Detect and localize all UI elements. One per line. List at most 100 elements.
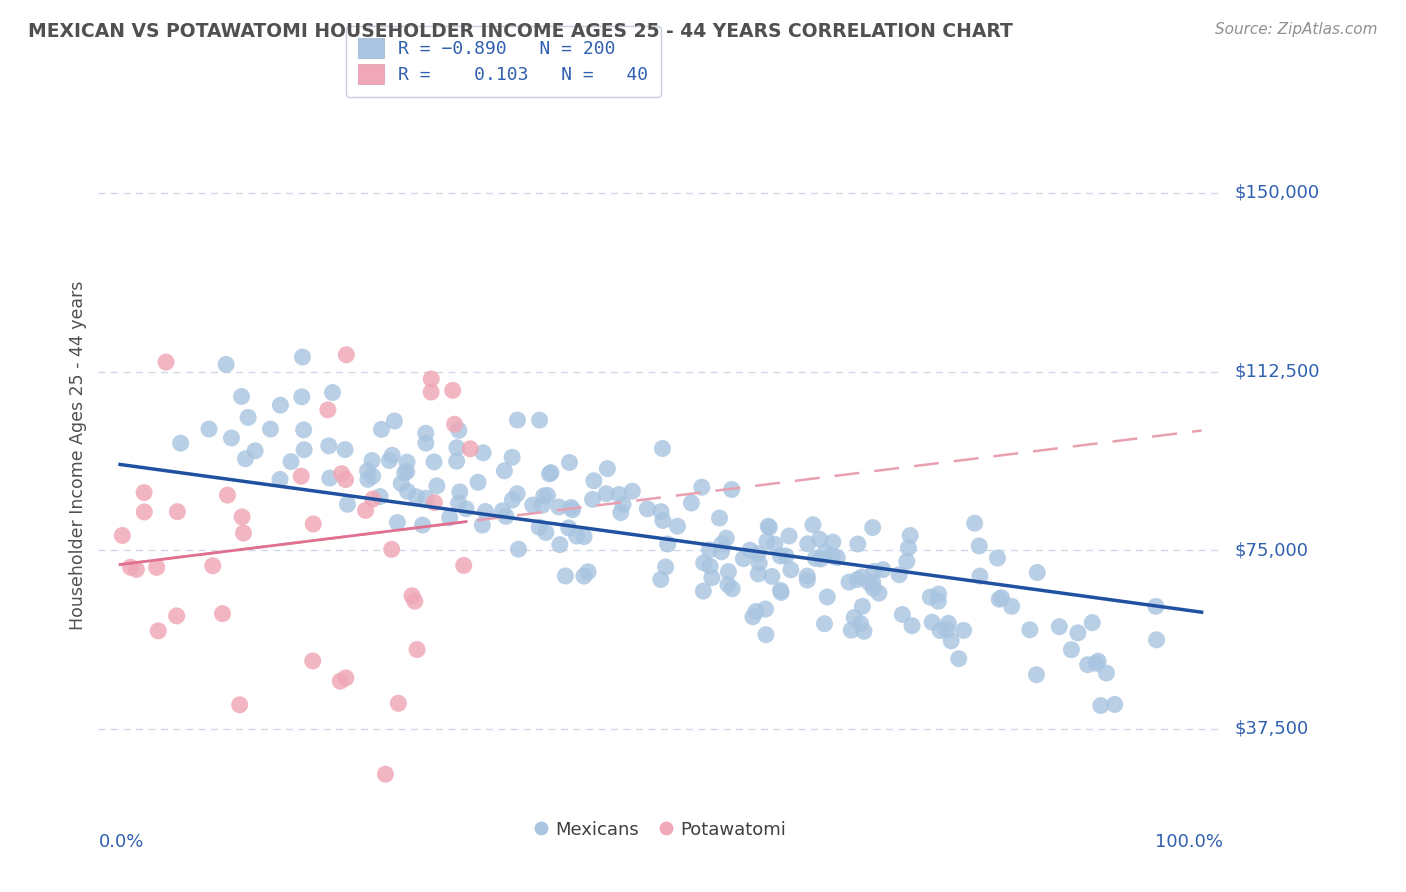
Point [761,569,783,583]
Point [423,455,446,469]
Point [863,565,886,579]
Point [654,560,676,574]
Point [538,467,561,481]
Point [1081,615,1104,630]
Point [155,355,177,369]
Point [952,624,974,638]
Point [501,493,523,508]
Point [111,528,134,542]
Point [561,503,583,517]
Point [745,604,768,618]
Point [862,520,884,534]
Point [1026,566,1049,580]
Point [779,563,801,577]
Point [720,483,742,497]
Point [231,389,253,403]
Point [529,413,551,427]
Point [941,634,963,648]
Point [846,537,869,551]
Point [1067,626,1090,640]
Point [872,563,894,577]
Point [758,520,780,534]
Point [536,488,558,502]
Point [318,439,340,453]
Point [527,520,550,534]
Point [581,492,603,507]
Point [370,422,392,436]
Point [394,466,416,480]
Point [928,587,950,601]
Point [232,526,254,541]
Point [1090,698,1112,713]
Point [148,624,170,638]
Point [412,518,434,533]
Point [596,461,619,475]
Point [361,469,384,483]
Point [710,545,733,559]
Point [1060,642,1083,657]
Point [554,569,576,583]
Point [1025,667,1047,681]
Point [389,476,412,491]
Point [439,510,461,524]
Point [215,358,238,372]
Point [821,535,844,549]
Point [301,654,323,668]
Point [145,560,167,574]
Point [699,542,721,557]
Text: $37,500: $37,500 [1234,720,1309,738]
Point [533,489,555,503]
Point [1095,666,1118,681]
Point [456,501,478,516]
Point [374,767,396,781]
Point [572,569,595,583]
Point [769,583,792,598]
Point [1104,698,1126,712]
Point [495,509,517,524]
Point [243,443,266,458]
Point [921,615,943,630]
Point [763,537,786,551]
Point [839,623,862,637]
Point [467,475,489,490]
Text: $112,500: $112,500 [1234,362,1320,381]
Point [491,504,513,518]
Point [1085,657,1108,671]
Point [651,442,673,456]
Point [582,474,605,488]
Point [558,455,581,469]
Point [1001,599,1024,614]
Point [651,514,673,528]
Point [808,532,831,546]
Point [929,624,952,638]
Point [741,609,763,624]
Point [292,423,315,437]
Point [378,453,401,467]
Point [716,531,738,545]
Text: $150,000: $150,000 [1234,184,1319,202]
Point [506,486,529,500]
Point [936,616,959,631]
Point [748,556,770,570]
Text: 100.0%: 100.0% [1156,833,1223,851]
Point [120,560,142,574]
Point [868,586,890,600]
Point [522,498,544,512]
Point [851,599,873,614]
Point [990,591,1012,605]
Point [361,453,384,467]
Point [166,608,188,623]
Point [330,467,353,481]
Point [356,464,378,478]
Text: Source: ZipAtlas.com: Source: ZipAtlas.com [1215,22,1378,37]
Point [361,491,384,506]
Point [169,436,191,450]
Point [446,454,468,468]
Point [565,529,588,543]
Point [717,578,740,592]
Point [134,505,156,519]
Point [472,446,495,460]
Point [733,551,755,566]
Point [166,505,188,519]
Point [609,506,631,520]
